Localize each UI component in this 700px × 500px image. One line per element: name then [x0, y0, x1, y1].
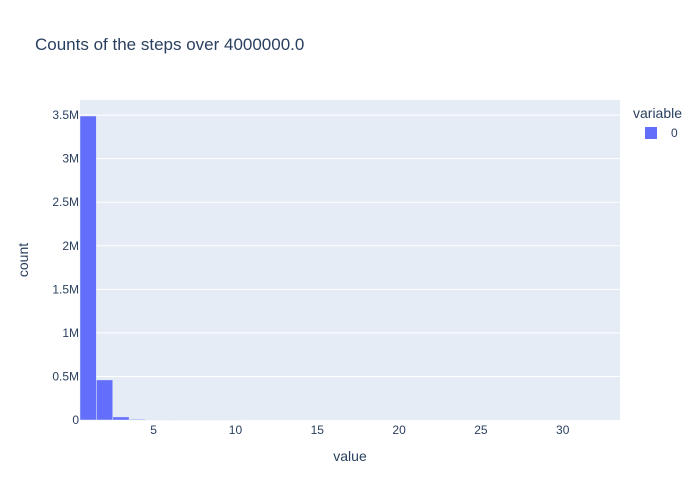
legend-label: 0 — [671, 126, 678, 140]
y-tick-label: 0.5M — [52, 369, 79, 383]
x-tick-label: 20 — [392, 423, 406, 437]
x-tick-label: 25 — [474, 423, 488, 437]
histogram-bar — [128, 418, 146, 421]
histogram-bar — [112, 416, 130, 421]
legend: variable 0 — [633, 105, 682, 140]
x-tick-label: 15 — [311, 423, 325, 437]
legend-title: variable — [633, 105, 682, 121]
legend-swatch — [645, 127, 657, 139]
x-tick-label: 5 — [150, 423, 157, 437]
x-tick-label: 10 — [229, 423, 243, 437]
y-axis-title: count — [15, 243, 31, 277]
x-axis-ticks: 5 10 15 20 25 30 — [150, 423, 569, 437]
x-axis-title: value — [333, 448, 367, 464]
x-tick-label: 30 — [556, 423, 570, 437]
y-tick-label: 3.5M — [52, 108, 79, 122]
histogram-bar — [96, 379, 113, 421]
y-tick-label: 3M — [62, 152, 79, 166]
y-tick-label: 2M — [62, 239, 79, 253]
chart-title: Counts of the steps over 4000000.0 — [35, 35, 304, 54]
bars — [79, 115, 244, 421]
plot-area — [80, 100, 620, 420]
y-tick-label: 2.5M — [52, 195, 79, 209]
y-tick-label: 1M — [62, 326, 79, 340]
y-tick-label: 1.5M — [52, 282, 79, 296]
y-axis-ticks: 0 0.5M 1M 1.5M 2M 2.5M 3M 3.5M — [52, 108, 79, 427]
grid-lines — [80, 114, 620, 377]
histogram-bar — [79, 115, 97, 421]
y-tick-label: 0 — [72, 413, 79, 427]
